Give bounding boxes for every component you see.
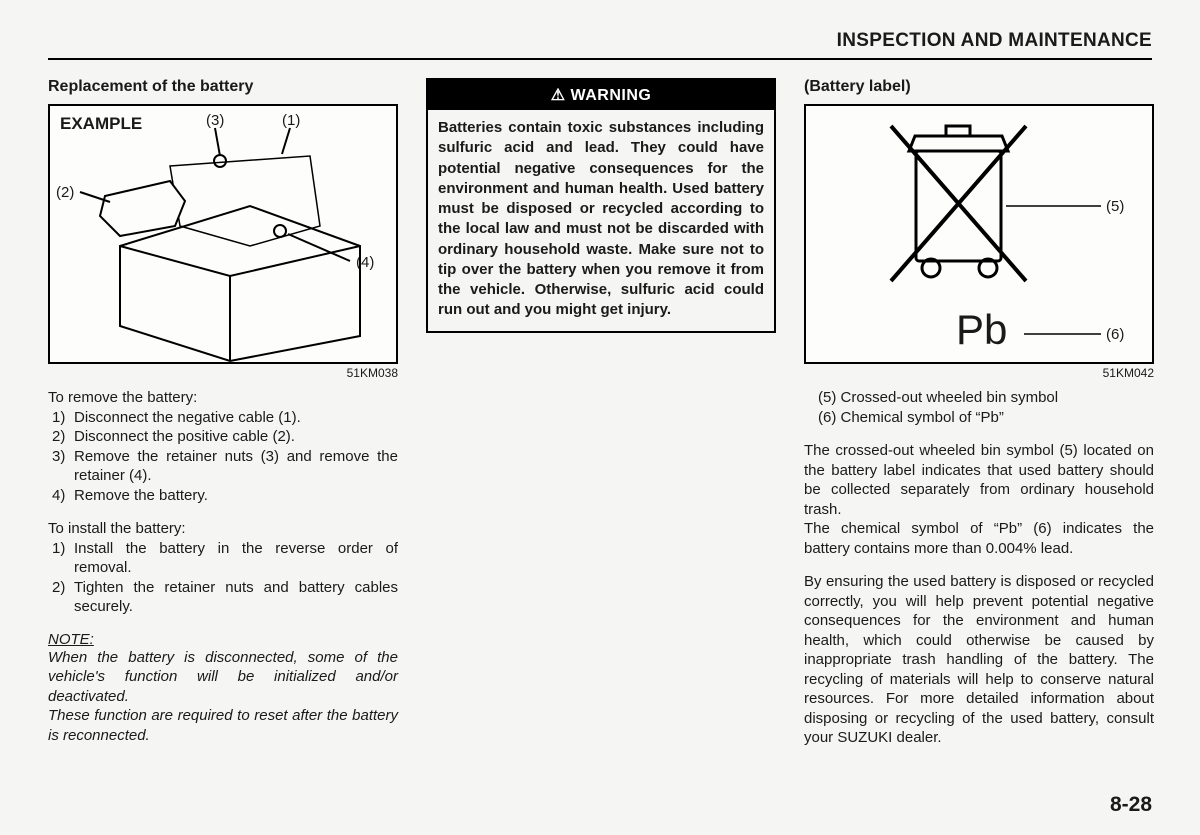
replacement-heading: Replacement of the battery bbox=[48, 78, 398, 96]
column-left: Replacement of the battery EXAMPLE (3) (… bbox=[48, 78, 398, 748]
note-body: These function are required to reset aft… bbox=[48, 706, 398, 745]
legend-5: (5) Crossed-out wheeled bin symbol bbox=[818, 388, 1154, 408]
page-number: 8-28 bbox=[1110, 793, 1152, 817]
install-intro: To install the battery: bbox=[48, 519, 398, 539]
battery-figure: EXAMPLE (3) (1) (2) (4) bbox=[48, 104, 398, 364]
remove-step: 1)Disconnect the negative cable (1). bbox=[52, 408, 398, 428]
callout-6: (6) bbox=[1106, 326, 1124, 343]
remove-section: To remove the battery: 1)Disconnect the … bbox=[48, 388, 398, 505]
figure-code-1: 51KM038 bbox=[48, 366, 398, 380]
content-columns: Replacement of the battery EXAMPLE (3) (… bbox=[48, 78, 1152, 748]
install-step: 2)Tighten the retainer nuts and battery … bbox=[52, 578, 398, 617]
warning-title: WARNING bbox=[570, 87, 651, 104]
column-right: (Battery label) bbox=[804, 78, 1154, 748]
section-header: INSPECTION AND MAINTENANCE bbox=[48, 30, 1152, 60]
note-body: When the battery is disconnected, some o… bbox=[48, 648, 398, 707]
legend: (5) Crossed-out wheeled bin symbol (6) C… bbox=[818, 388, 1154, 427]
install-step: 1)Install the battery in the reverse ord… bbox=[52, 539, 398, 578]
battery-illustration bbox=[50, 106, 400, 366]
battery-label-heading: (Battery label) bbox=[804, 78, 1154, 96]
para-3: By ensuring the used battery is disposed… bbox=[804, 572, 1154, 748]
battery-label-figure: (5) Pb (6) bbox=[804, 104, 1154, 364]
para-2: The chemical symbol of “Pb” (6) indicate… bbox=[804, 519, 1154, 558]
callout-5: (5) bbox=[1106, 198, 1124, 215]
remove-step: 3)Remove the retainer nuts (3) and remov… bbox=[52, 447, 398, 486]
para-1: The crossed-out wheeled bin symbol (5) l… bbox=[804, 441, 1154, 519]
pb-symbol: Pb bbox=[956, 306, 1007, 354]
remove-step: 2)Disconnect the positive cable (2). bbox=[52, 427, 398, 447]
note-heading: NOTE: bbox=[48, 631, 398, 648]
remove-intro: To remove the battery: bbox=[48, 388, 398, 408]
legend-6: (6) Chemical symbol of “Pb” bbox=[818, 408, 1154, 428]
warning-triangle-icon: ⚠ bbox=[551, 87, 566, 104]
column-middle: ⚠ WARNING Batteries contain toxic substa… bbox=[426, 78, 776, 748]
warning-header: ⚠ WARNING bbox=[428, 80, 774, 110]
warning-box: ⚠ WARNING Batteries contain toxic substa… bbox=[426, 78, 776, 333]
figure-code-2: 51KM042 bbox=[804, 366, 1154, 380]
install-section: To install the battery: 1)Install the ba… bbox=[48, 519, 398, 617]
warning-text: Batteries contain toxic substances inclu… bbox=[428, 110, 774, 331]
remove-step: 4)Remove the battery. bbox=[52, 486, 398, 506]
